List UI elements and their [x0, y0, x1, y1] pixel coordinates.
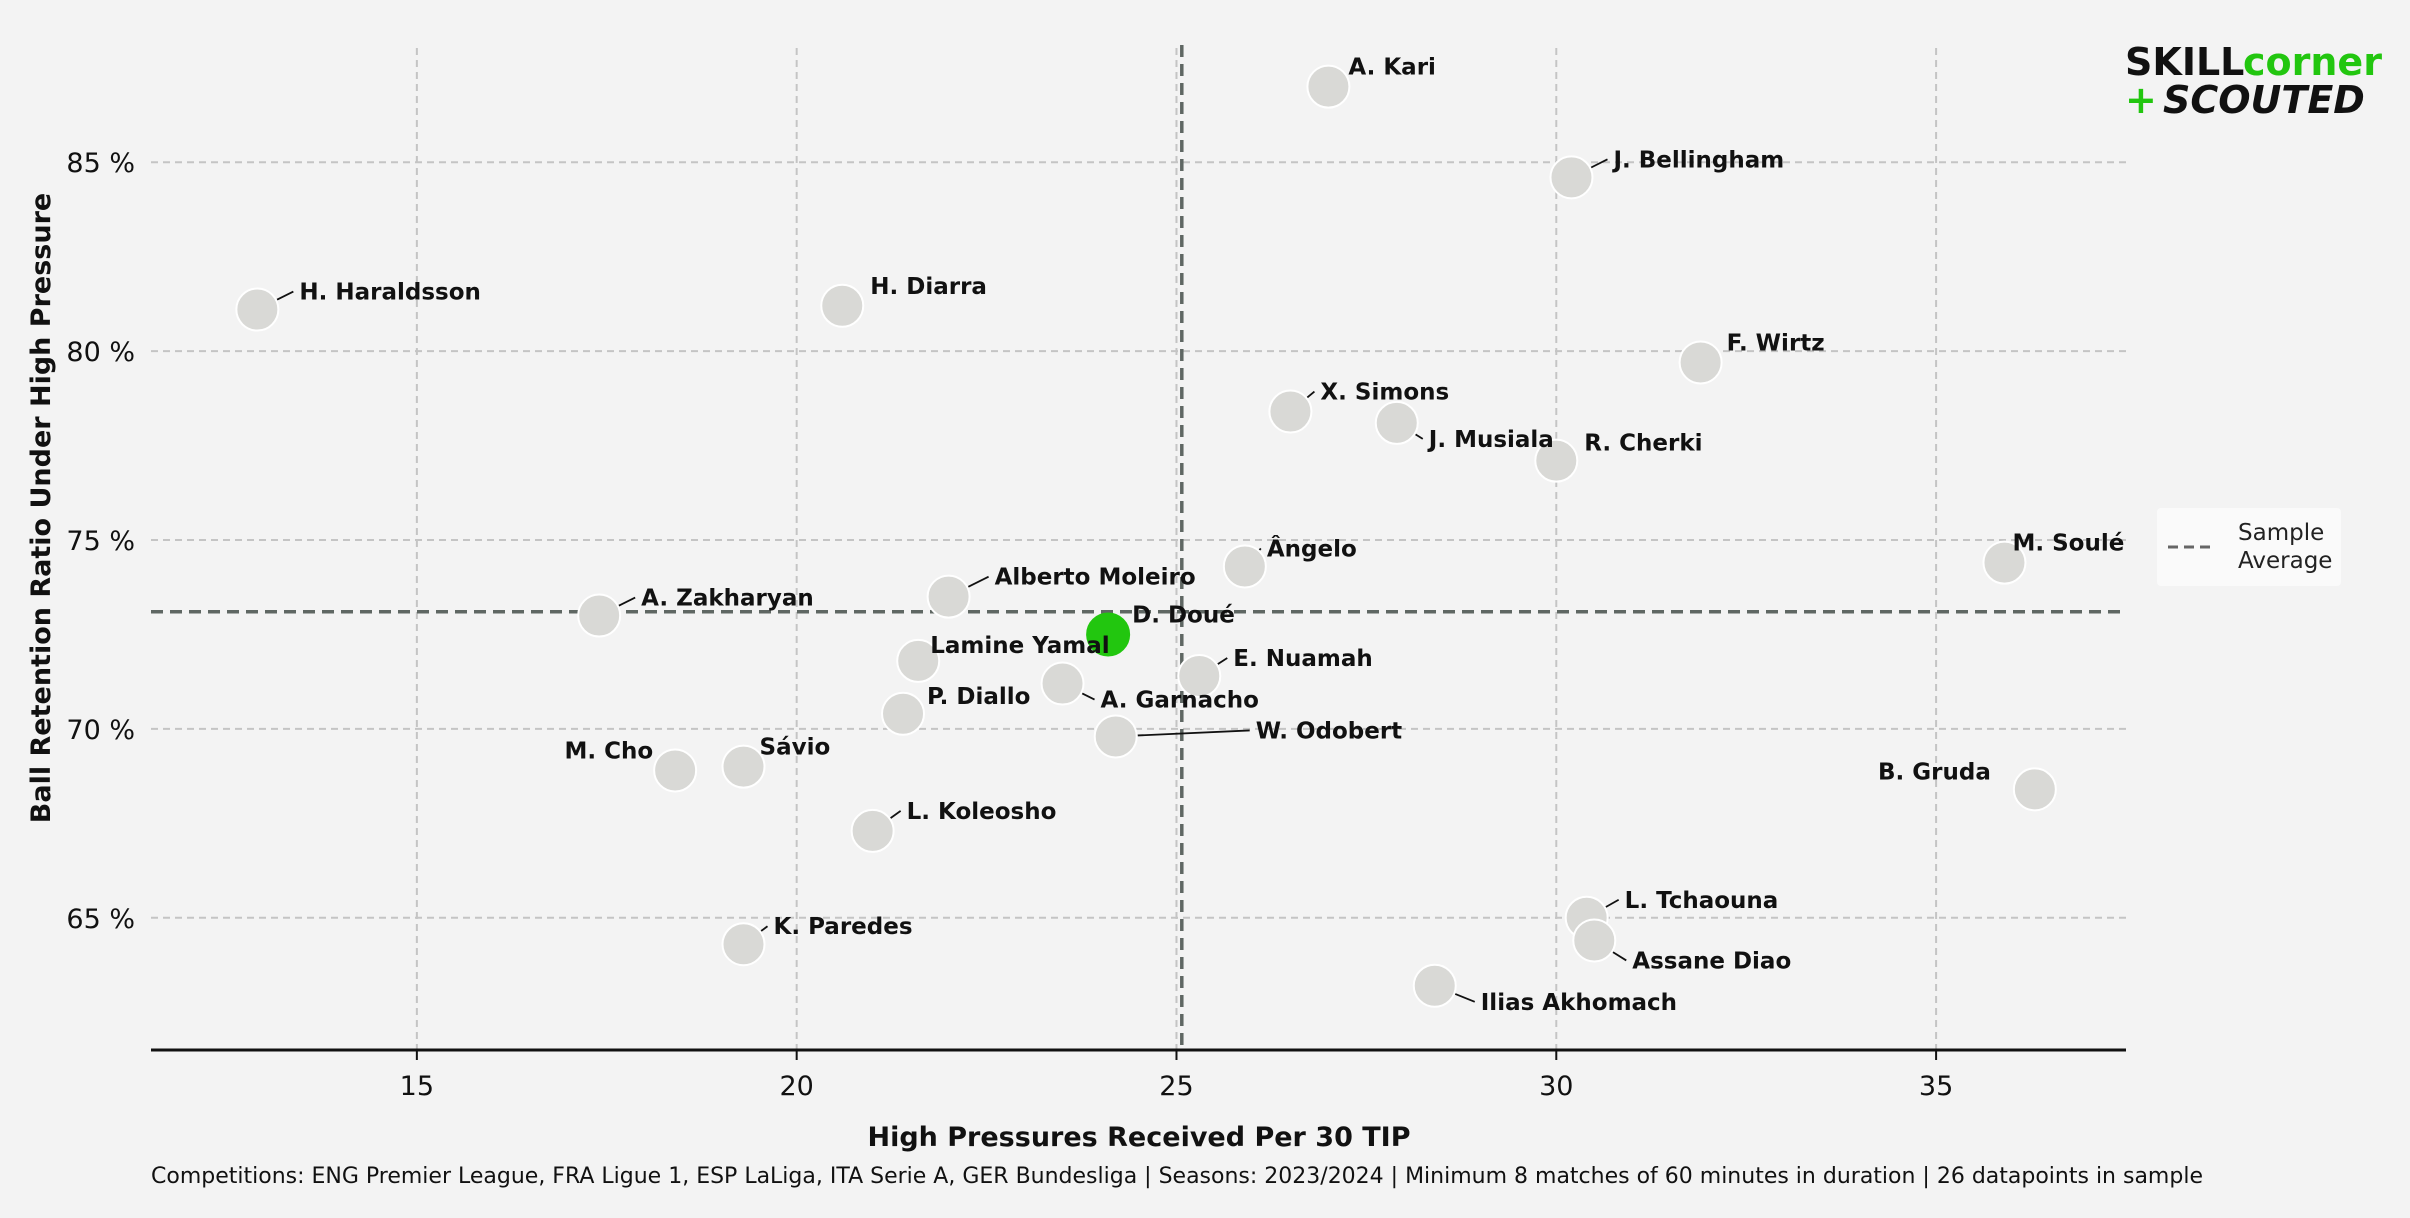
data-points	[235, 64, 2057, 1008]
label-leader-lines	[276, 158, 1627, 1003]
data-point-a-zakharyan	[577, 593, 622, 638]
data-point-j-bellingham	[1549, 155, 1594, 200]
grid-lines	[151, 48, 2126, 1050]
data-point-l-koleosho	[850, 808, 895, 853]
y-tick-label: 70 %	[66, 715, 135, 746]
data-point-j-musiala	[1374, 400, 1419, 445]
x-tick-label: 25	[1159, 1071, 1193, 1102]
leader-line-w-odobert	[1137, 729, 1250, 737]
sample-average-lines	[151, 45, 2126, 1050]
data-point-alberto-moleiro	[926, 574, 971, 619]
point-label-x-simons: X. Simons	[1320, 380, 1449, 406]
data-point-f-wirtz	[1678, 340, 1723, 385]
leader-line-j-bellingham	[1590, 158, 1608, 169]
logo-corner-text: corner	[2243, 40, 2382, 84]
point-label-b-gruda: B. Gruda	[1878, 759, 1991, 785]
y-tick-label: 80 %	[66, 337, 135, 368]
leader-line-x-simons	[1306, 390, 1315, 399]
point-label-a-kari: A. Kari	[1348, 55, 1436, 81]
x-ticks: 15 20 25 30 35	[400, 1050, 1953, 1102]
point-label-k-paredes: K. Paredes	[774, 914, 913, 940]
leader-line-ilias-akhomach	[1454, 993, 1476, 1003]
data-point-h-haraldsson	[235, 287, 280, 332]
data-point-p-diallo	[881, 691, 926, 736]
data-point-h-diarra	[820, 283, 865, 328]
logo-skill-text: SKILL	[2125, 40, 2244, 84]
leader-line-l-tchaouna	[1605, 898, 1620, 908]
data-point-x-simons	[1268, 389, 1313, 434]
leader-line-l-koleosho	[890, 810, 902, 819]
x-axis-title: High Pressures Received Per 30 TIP	[867, 1122, 1410, 1153]
point-label-m-cho: M. Cho	[564, 738, 653, 764]
leader-line-j-musiala	[1415, 433, 1424, 440]
point-label-l-koleosho: L. Koleosho	[907, 799, 1057, 825]
data-point-angelo	[1222, 544, 1267, 589]
y-tick-label: 65 %	[66, 904, 135, 935]
data-point-b-gruda	[2012, 767, 2057, 812]
point-label-savio: Sávio	[760, 735, 831, 761]
data-point-r-cherki	[1534, 438, 1579, 483]
y-tick-label: 75 %	[66, 526, 135, 557]
leader-line-a-zakharyan	[618, 596, 636, 607]
data-point-lamine-yamal	[896, 638, 941, 683]
point-label-p-diallo: P. Diallo	[927, 684, 1030, 710]
point-label-a-zakharyan: A. Zakharyan	[641, 586, 814, 612]
data-point-ilias-akhomach	[1412, 963, 1457, 1008]
point-label-alberto-moleiro: Alberto Moleiro	[995, 565, 1196, 591]
y-ticks: 65 % 70 % 75 % 80 % 85 %	[66, 148, 135, 935]
data-point-assane-diao	[1572, 918, 1617, 963]
legend-label-line1: Sample	[2238, 520, 2324, 546]
x-tick-label: 35	[1919, 1071, 1953, 1102]
leader-line-alberto-moleiro	[967, 575, 989, 588]
point-label-j-musiala: J. Musiala	[1427, 427, 1554, 453]
point-label-ilias-akhomach: Ilias Akhomach	[1481, 990, 1677, 1016]
data-point-d-doue	[1086, 612, 1131, 657]
leader-line-k-paredes	[760, 925, 769, 932]
point-label-h-diarra: H. Diarra	[870, 274, 987, 300]
data-point-w-odobert	[1093, 714, 1138, 759]
point-label-a-garnacho: A. Garnacho	[1101, 688, 1259, 714]
y-tick-label: 85 %	[66, 148, 135, 179]
point-label-f-wirtz: F. Wirtz	[1727, 330, 1825, 356]
x-tick-label: 20	[779, 1071, 813, 1102]
data-point-m-soule	[1982, 540, 2027, 585]
y-axis-title: Ball Retention Ratio Under High Pressure	[26, 193, 57, 823]
footer-note: Competitions: ENG Premier League, FRA Li…	[151, 1164, 2203, 1189]
point-label-l-tchaouna: L. Tchaouna	[1625, 888, 1779, 914]
leader-line-h-haraldsson	[276, 290, 294, 301]
point-label-r-cherki: R. Cherki	[1584, 431, 1702, 457]
data-point-savio	[721, 744, 766, 789]
logo-scouted-text: SCOUTED	[2163, 78, 2365, 122]
data-point-k-paredes	[721, 922, 766, 967]
logo-plus-text: +	[2125, 78, 2157, 122]
point-label-e-nuamah: E. Nuamah	[1233, 646, 1372, 672]
skillcorner-scouted-logo: SKILL corner + SCOUTED	[2125, 40, 2382, 122]
data-point-m-cho	[653, 748, 698, 793]
point-label-h-haraldsson: H. Haraldsson	[299, 280, 481, 306]
x-tick-label: 30	[1539, 1071, 1573, 1102]
point-label-assane-diao: Assane Diao	[1632, 948, 1791, 974]
point-label-w-odobert: W. Odobert	[1256, 718, 1402, 744]
data-point-a-kari	[1306, 64, 1351, 109]
data-point-a-garnacho	[1040, 661, 1085, 706]
point-label-lamine-yamal: Lamine Yamal	[930, 633, 1109, 659]
legend-box	[2157, 508, 2341, 586]
point-labels: A. Kari J. Bellingham H. Haraldsson H. Diar…	[299, 55, 2124, 1016]
leader-line-assane-diao	[1612, 951, 1627, 962]
point-label-angelo: Ângelo	[1267, 534, 1357, 562]
legend: Sample Average	[2157, 508, 2341, 586]
leader-line-e-nuamah	[1217, 657, 1228, 665]
leader-line-a-garnacho	[1081, 692, 1095, 701]
point-label-d-doue: D. Doué	[1132, 602, 1235, 628]
point-label-j-bellingham: J. Bellingham	[1611, 147, 1784, 173]
legend-label-line2: Average	[2238, 548, 2332, 574]
point-label-m-soule: M. Soulé	[2012, 531, 2124, 557]
leader-line-angelo	[1258, 547, 1262, 551]
x-tick-label: 15	[400, 1071, 434, 1102]
data-point-e-nuamah	[1177, 654, 1222, 698]
